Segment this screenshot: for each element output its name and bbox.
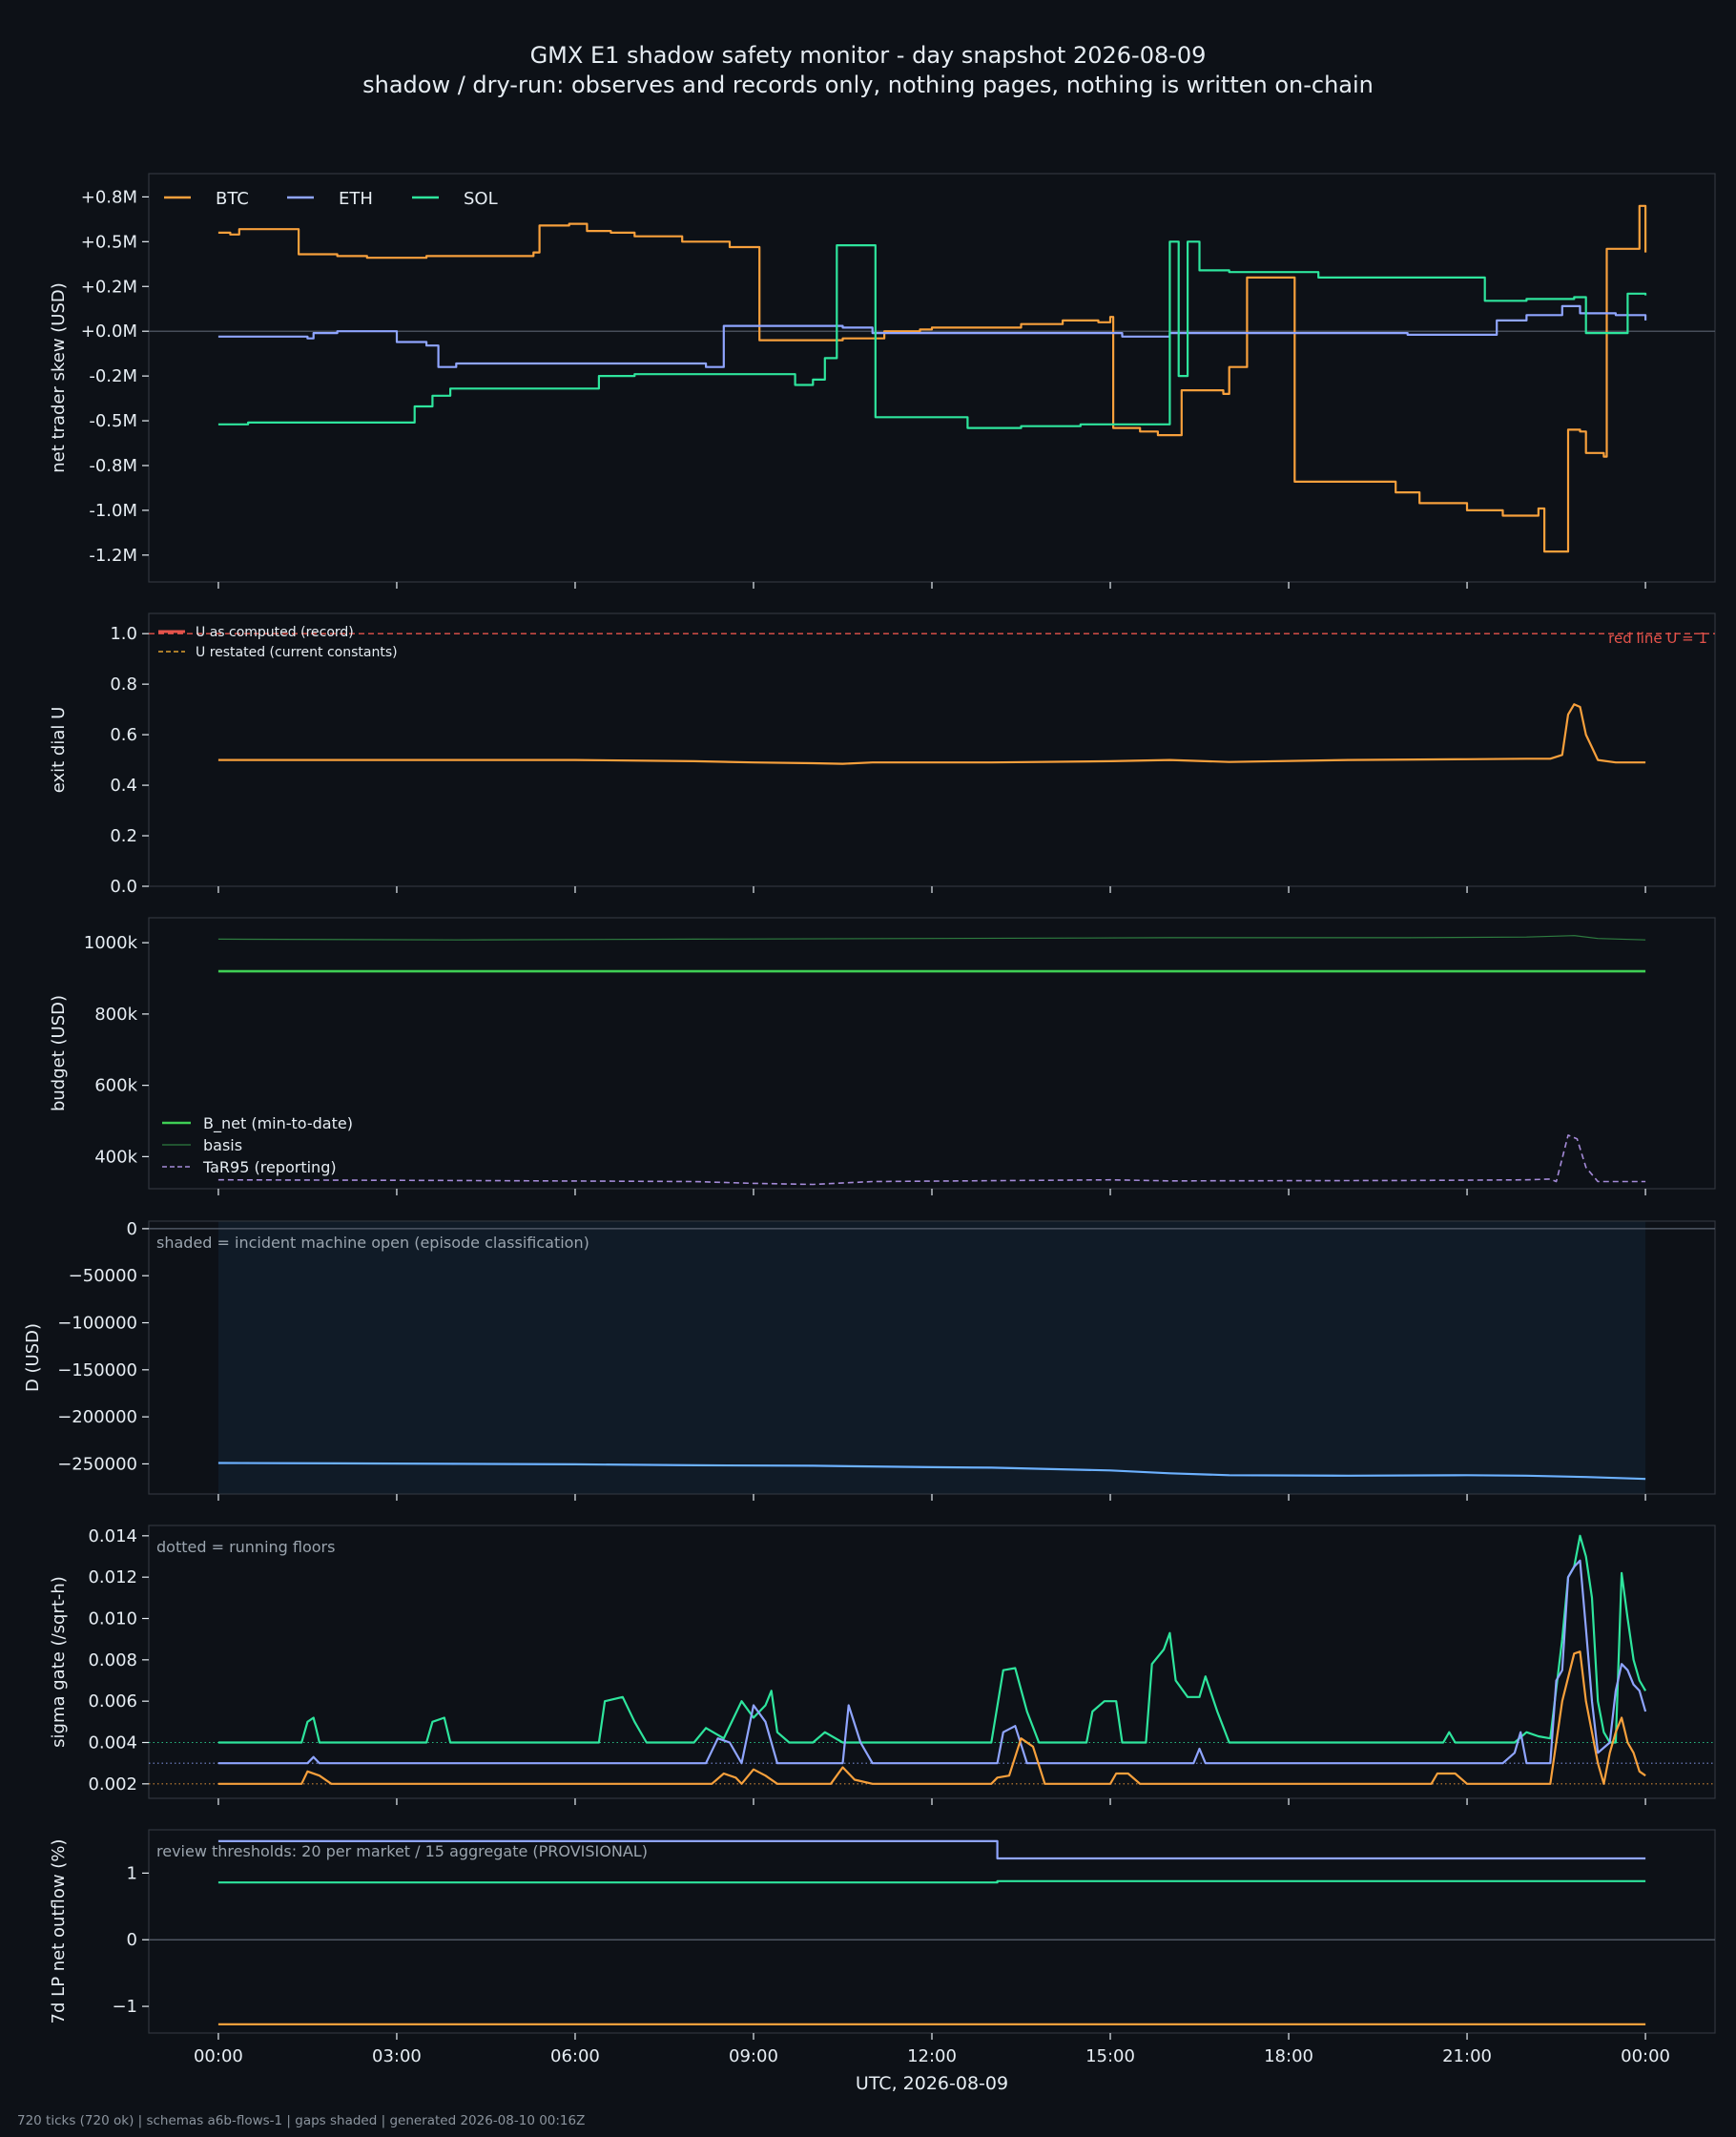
y-tick-label: 0.0 [110,877,137,897]
y-tick-label: 0.012 [88,1567,137,1587]
x-tick-label: 00:00 [1621,2046,1670,2066]
series-line-sol [217,1534,1647,1744]
panel-frame [148,173,1716,583]
panel-frame [148,917,1716,1190]
legend-entry: U as computed (record) [158,625,354,640]
y-tick-label: 800k [94,1005,137,1025]
x-tick-label: 12:00 [907,2046,957,2066]
y-tick-label: +0.0M [81,322,137,342]
legend-entry: SOL [412,189,498,209]
legend-entry: basis [162,1136,242,1154]
figure-subtitle: shadow / dry-run: observes and records o… [362,72,1374,98]
incident-shade [217,1221,1646,1494]
legend-entry: BTC [164,189,249,209]
x-tick-label: 00:00 [194,2046,243,2066]
y-tick-label: +0.5M [81,232,137,252]
legend-label: ETH [339,189,373,209]
y-tick-label: -0.5M [89,411,137,431]
panel-skew: +0.8M +0.5M +0.2M +0.0M -0.2M -0.5M -0.8M -1.0M… [49,173,1716,589]
x-tick-label: 15:00 [1085,2046,1135,2066]
series-line-eth [217,1839,1646,1860]
panel-drawdown: 0 −50000 −100000 −150000 −200000 −250000 D (US… [23,1219,1716,1501]
y-axis-label: D (USD) [23,1323,43,1392]
y-tick-label: 0.014 [88,1526,137,1546]
panel-note: dotted = running floors [156,1538,335,1556]
legend-entry: TaR95 (reporting) [162,1158,337,1176]
legend-label: SOL [464,189,498,209]
y-tick-label: 0.2 [110,826,137,846]
series-line-sol [217,1879,1646,1884]
y-tick-label: 0 [127,1930,137,1950]
y-tick-label: 600k [94,1076,137,1096]
y-tick-label: 0 [127,1219,137,1239]
y-tick-label: 0.4 [110,776,137,796]
y-tick-label: −250000 [57,1454,137,1474]
panel-sigma: 0.002 0.004 0.006 0.008 0.010 0.012 0.014 sigma… [49,1525,1716,1805]
series-line-eth [217,304,1647,368]
series-line-tar95-reporting- [217,1134,1646,1186]
x-tick-label: 18:00 [1264,2046,1313,2066]
legend-entry: B_net (min-to-date) [162,1114,353,1133]
y-axis-label: budget (USD) [49,995,69,1111]
series-line-u [217,703,1646,765]
panel-note: shaded = incident machine open (episode … [156,1234,589,1252]
red-line-label: red line U = 1 [1608,630,1707,647]
y-tick-label: −150000 [57,1360,137,1380]
y-tick-label: 400k [94,1147,137,1167]
y-tick-label: −200000 [57,1407,137,1427]
y-tick-label: -1.2M [89,546,137,566]
y-tick-label: 0.004 [88,1733,137,1753]
series-line-btc [217,1650,1646,1785]
y-tick-label: +0.8M [81,187,137,207]
series-line-sol [217,240,1647,429]
y-tick-label: 1 [127,1863,137,1883]
x-axis-label: UTC, 2026-08-09 [856,2073,1008,2094]
x-tick-label: 06:00 [550,2046,600,2066]
panel-budget: 400k 600k 800k 1000k budget (USD) B_net (min-… [49,917,1716,1195]
panel-frame [148,1525,1716,1799]
legend-entry: ETH [287,189,373,209]
panel-lp_outflow: −1 0 1 7d LP net outflow (%) review threshol… [49,1829,1716,2094]
y-axis-label: sigma gate (/sqrt-h) [49,1576,69,1748]
y-axis-label: 7d LP net outflow (%) [49,1839,69,2024]
series-line-basis [217,935,1646,941]
chart-panels: +0.8M +0.5M +0.2M +0.0M -0.2M -0.5M -0.8M -1.0M… [23,173,1716,2094]
y-tick-label: 0.8 [110,674,137,695]
y-tick-label: +0.2M [81,277,137,297]
footer-status: 720 ticks (720 ok) | schemas a6b-flows-1… [17,2113,585,2128]
series-line-d [217,1462,1646,1481]
panel-exit_dial: 0.0 0.2 0.4 0.6 0.8 1.0 exit dial U red line U … [49,612,1716,897]
x-tick-label: 21:00 [1442,2046,1492,2066]
series-line-btc [217,204,1647,553]
y-tick-label: 0.008 [88,1650,137,1670]
legend-label: BTC [216,189,249,209]
legend-label: U restated (current constants) [196,645,398,660]
x-tick-label: 03:00 [372,2046,422,2066]
legend-label: B_net (min-to-date) [203,1114,353,1133]
figure-title: GMX E1 shadow safety monitor - day snaps… [530,42,1207,69]
y-tick-label: -0.2M [89,366,137,386]
series-line-eth [217,1559,1647,1765]
y-tick-label: 0.010 [88,1609,137,1629]
y-tick-label: −1 [112,1997,137,2017]
legend-label: U as computed (record) [196,625,354,640]
y-tick-label: 1000k [84,933,138,953]
y-tick-label: 1.0 [110,624,137,644]
y-tick-label: 0.002 [88,1774,137,1795]
y-axis-label: net trader skew (USD) [49,282,69,473]
y-tick-label: −100000 [57,1314,137,1334]
panel-note: review thresholds: 20 per market / 15 ag… [156,1842,648,1860]
x-tick-label: 09:00 [729,2046,778,2066]
legend-entry: U restated (current constants) [158,645,398,660]
y-tick-label: 0.6 [110,725,137,745]
y-tick-label: -1.0M [89,501,137,521]
y-tick-label: 0.006 [88,1691,137,1712]
legend-label: basis [203,1136,242,1154]
y-tick-label: −50000 [69,1266,137,1286]
y-axis-label: exit dial U [49,707,69,794]
y-tick-label: -0.8M [89,456,137,476]
legend-label: TaR95 (reporting) [202,1158,337,1176]
